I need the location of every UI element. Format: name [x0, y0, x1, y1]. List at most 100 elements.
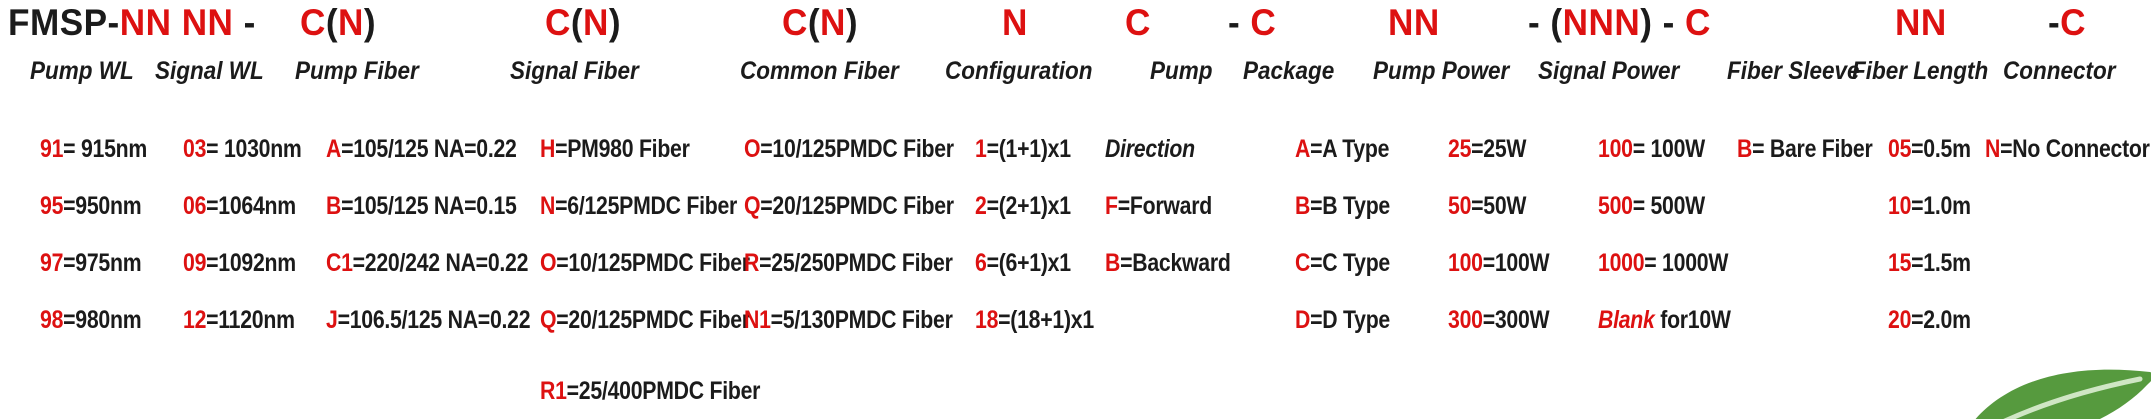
value-text: (: [570, 2, 584, 43]
fiber-length-entry: 20=2.0m: [1888, 306, 1971, 335]
code-token-pump-fiber-code: C(N): [300, 2, 376, 44]
code-text: N: [1002, 2, 1028, 43]
code-text: 50: [1448, 192, 1472, 220]
code-text: 10: [1888, 192, 1912, 220]
value-text: =2.0m: [1911, 306, 1971, 334]
code-text: 1: [975, 135, 987, 163]
value-text: for10W: [1660, 306, 1731, 334]
value-text: ): [363, 2, 377, 43]
value-text: =950nm: [63, 192, 142, 220]
code-text: 03: [183, 135, 207, 163]
column-label-connector: Connector: [2003, 57, 2116, 85]
column-label-pump-power: Pump Power: [1373, 57, 1510, 85]
code-text: R1: [540, 377, 567, 405]
common-fiber-entry: R=25/250PMDC Fiber: [744, 249, 953, 278]
pump-fiber-entry: B=105/125 NA=0.15: [326, 192, 517, 221]
value-text: =25/250PMDC Fiber: [759, 249, 953, 277]
code-text: C: [1295, 249, 1311, 277]
code-text: B: [1295, 192, 1311, 220]
code-text: C: [782, 2, 808, 43]
leaf-logo: [1954, 352, 2151, 419]
signal-fiber-entry: R1=25/400PMDC Fiber: [540, 377, 760, 406]
column-label-signal-fiber: Signal Fiber: [510, 57, 639, 85]
value-text: =300W: [1482, 306, 1550, 334]
value-text: FMSP-: [8, 2, 120, 43]
value-text: =6/125PMDC Fiber: [555, 192, 738, 220]
value-text: =50W: [1471, 192, 1527, 220]
value-text: =25/400PMDC Fiber: [566, 377, 761, 405]
value-text: =(1+1)x1: [986, 135, 1071, 163]
signal-fiber-entry: H=PM980 Fiber: [540, 135, 690, 164]
pump-direction-entry: Direction: [1105, 135, 1195, 164]
code-text: A: [326, 135, 342, 163]
code-token-prefix: FMSP-NN NN -: [8, 2, 266, 44]
configuration-entry: 2=(2+1)x1: [975, 192, 1071, 221]
value-text: =Backward: [1120, 249, 1231, 277]
pump-fiber-entry: J=106.5/125 NA=0.22: [326, 306, 531, 335]
code-text: H: [540, 135, 556, 163]
value-text: =1064nm: [206, 192, 296, 220]
package-entry: A=A Type: [1295, 135, 1389, 164]
value-text: = 1030nm: [206, 135, 302, 163]
signal-power-entry: 100= 100W: [1598, 135, 1705, 164]
pump-direction-entry: F=Forward: [1105, 192, 1212, 221]
code-token-pump-power-code: NN: [1388, 2, 1440, 44]
common-fiber-entry: N1=5/130PMDC Fiber: [744, 306, 953, 335]
code-text: F: [1105, 192, 1118, 220]
value-text: = 915nm: [63, 135, 148, 163]
code-token-fiber-length-code: NN: [1895, 2, 1947, 44]
value-text: = Bare Fiber: [1752, 135, 1873, 163]
fiber-sleeve-entry: B= Bare Fiber: [1737, 135, 1873, 164]
code-text: 100: [1448, 249, 1483, 277]
code-text: N: [1985, 135, 2001, 163]
column-label-signal-wl: Signal WL: [155, 57, 264, 85]
code-text: 95: [40, 192, 64, 220]
code-text: O: [744, 135, 761, 163]
value-text: =1092nm: [206, 249, 296, 277]
column-label-pump-fiber: Pump Fiber: [295, 57, 419, 85]
package-entry: B=B Type: [1295, 192, 1390, 221]
value-text: =25W: [1471, 135, 1527, 163]
value-text: -: [1228, 2, 1251, 43]
value-text: ): [845, 2, 859, 43]
pump-wl-entry: 91= 915nm: [40, 135, 147, 164]
common-fiber-entry: O=10/125PMDC Fiber: [744, 135, 954, 164]
signal-power-entry: 1000= 1000W: [1598, 249, 1728, 278]
column-label-signal-power: Signal Power: [1538, 57, 1680, 85]
signal-fiber-entry: N=6/125PMDC Fiber: [540, 192, 737, 221]
code-token-package-code: - C: [1228, 2, 1276, 44]
pump-power-entry: 100=100W: [1448, 249, 1550, 278]
connector-entry: N=No Connector: [1985, 135, 2150, 164]
code-text: 1000: [1598, 249, 1645, 277]
signal-fiber-entry: Q=20/125PMDC Fiber: [540, 306, 750, 335]
value-text: =C Type: [1310, 249, 1391, 277]
value-text: =220/242 NA=0.22: [352, 249, 529, 277]
pump-wl-entry: 98=980nm: [40, 306, 142, 335]
code-token-signal-fiber-code: C(N): [545, 2, 621, 44]
code-text: 98: [40, 306, 64, 334]
code-text: 20: [1888, 306, 1912, 334]
value-text: =20/125PMDC Fiber: [760, 192, 954, 220]
code-text: N: [583, 2, 609, 43]
value-text: =0.5m: [1911, 135, 1971, 163]
value-text: =Forward: [1117, 192, 1212, 220]
code-text: 25: [1448, 135, 1472, 163]
value-text: Direction: [1105, 135, 1195, 163]
code-text: 05: [1888, 135, 1912, 163]
signal-wl-entry: 09=1092nm: [183, 249, 296, 278]
value-text: - (: [1528, 2, 1563, 43]
code-text: O: [540, 249, 557, 277]
value-text: = 100W: [1632, 135, 1706, 163]
column-label-package: Package: [1243, 57, 1335, 85]
code-text: 2: [975, 192, 987, 220]
value-text: =PM980 Fiber: [555, 135, 690, 163]
leaf-icon: [1975, 369, 2151, 419]
code-text: 12: [183, 306, 207, 334]
code-text: 06: [183, 192, 207, 220]
code-text: C: [545, 2, 571, 43]
code-token-signal-power-code: - (NNN) - C: [1528, 2, 1711, 44]
code-text: J: [326, 306, 338, 334]
code-text: 100: [1598, 135, 1633, 163]
value-text: =5/130PMDC Fiber: [770, 306, 953, 334]
code-text: NN: [1388, 2, 1440, 43]
